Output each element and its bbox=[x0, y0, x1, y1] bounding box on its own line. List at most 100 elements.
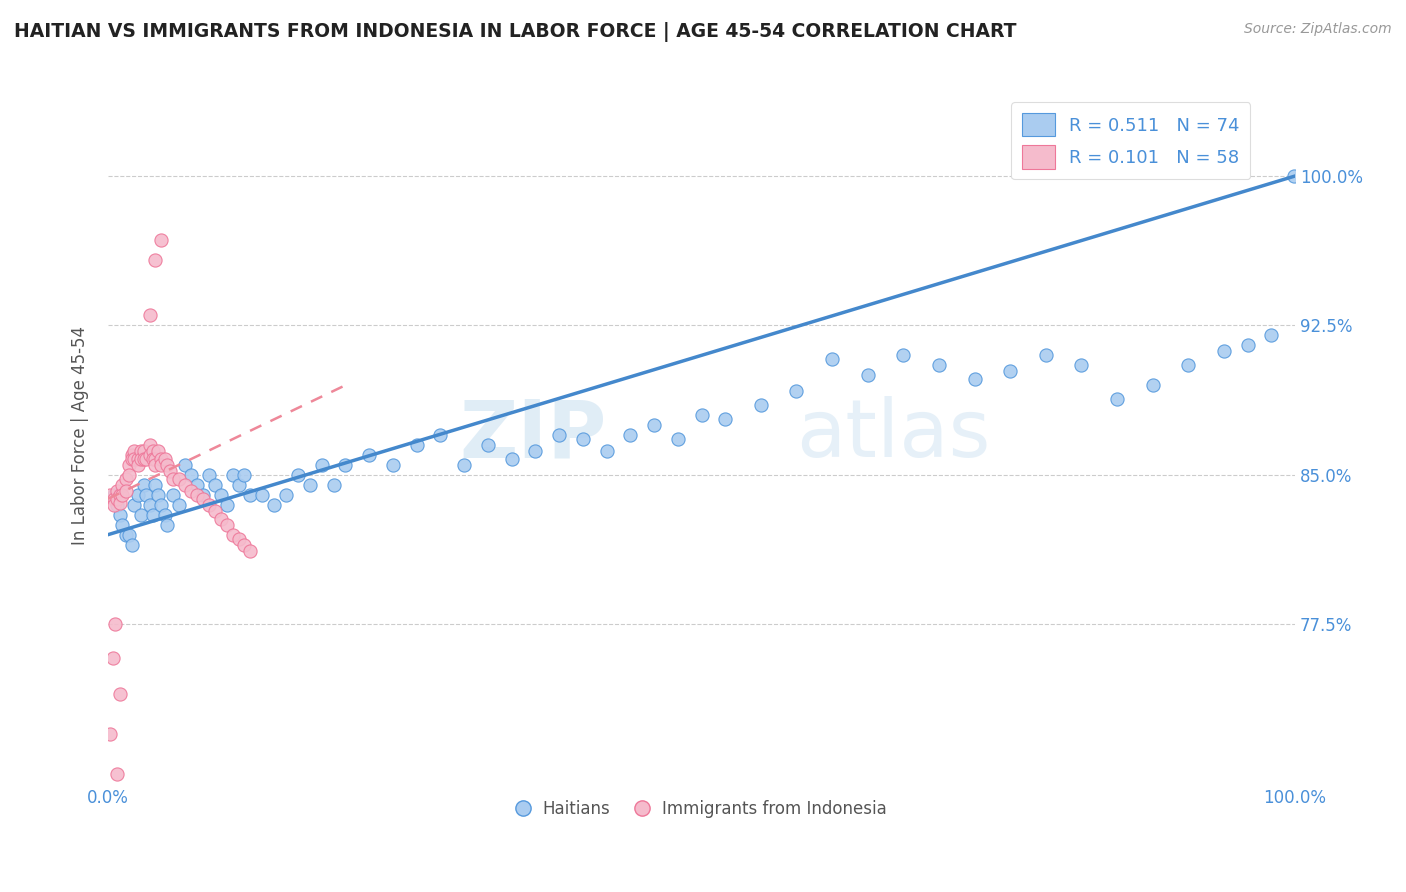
Point bbox=[501, 452, 523, 467]
Point bbox=[690, 408, 713, 422]
Point bbox=[142, 444, 165, 458]
Point bbox=[129, 444, 152, 458]
Point bbox=[101, 651, 124, 665]
Point bbox=[666, 432, 689, 446]
Point bbox=[132, 478, 155, 492]
Point bbox=[103, 498, 125, 512]
Point bbox=[239, 488, 262, 502]
Point bbox=[153, 452, 176, 467]
Point bbox=[162, 472, 184, 486]
Point bbox=[228, 532, 250, 546]
Point bbox=[108, 496, 131, 510]
Point bbox=[132, 452, 155, 467]
Point bbox=[121, 448, 143, 462]
Point bbox=[191, 491, 214, 506]
Point bbox=[198, 498, 221, 512]
Point bbox=[150, 233, 173, 247]
Point bbox=[103, 491, 125, 506]
Point bbox=[209, 488, 232, 502]
Point bbox=[215, 517, 238, 532]
Point bbox=[198, 467, 221, 482]
Point bbox=[1070, 359, 1092, 373]
Point bbox=[114, 472, 136, 486]
Point bbox=[186, 488, 208, 502]
Point bbox=[167, 498, 190, 512]
Point bbox=[221, 467, 243, 482]
Point bbox=[107, 491, 129, 506]
Point bbox=[167, 472, 190, 486]
Point bbox=[135, 452, 157, 467]
Point bbox=[749, 398, 772, 412]
Point bbox=[108, 508, 131, 522]
Point bbox=[548, 428, 571, 442]
Point bbox=[132, 444, 155, 458]
Point bbox=[138, 448, 160, 462]
Point bbox=[233, 538, 256, 552]
Point bbox=[135, 488, 157, 502]
Point bbox=[150, 458, 173, 472]
Point bbox=[153, 508, 176, 522]
Point bbox=[145, 452, 167, 467]
Point bbox=[359, 448, 381, 462]
Point bbox=[174, 478, 197, 492]
Point bbox=[891, 348, 914, 362]
Point bbox=[856, 368, 879, 383]
Point bbox=[1105, 392, 1128, 407]
Point bbox=[118, 527, 141, 541]
Point bbox=[150, 498, 173, 512]
Point bbox=[311, 458, 333, 472]
Point bbox=[381, 458, 404, 472]
Point bbox=[180, 467, 202, 482]
Point bbox=[477, 438, 499, 452]
Point bbox=[453, 458, 475, 472]
Point bbox=[287, 467, 309, 482]
Point bbox=[1142, 378, 1164, 392]
Point bbox=[252, 488, 274, 502]
Point bbox=[138, 498, 160, 512]
Point bbox=[191, 488, 214, 502]
Point bbox=[129, 452, 152, 467]
Point bbox=[145, 458, 167, 472]
Point bbox=[103, 488, 125, 502]
Point bbox=[204, 504, 226, 518]
Point bbox=[322, 478, 344, 492]
Point bbox=[122, 498, 145, 512]
Point bbox=[127, 458, 149, 472]
Point bbox=[1260, 328, 1282, 343]
Point bbox=[572, 432, 595, 446]
Point bbox=[107, 483, 129, 498]
Point bbox=[204, 478, 226, 492]
Point bbox=[186, 478, 208, 492]
Point bbox=[138, 309, 160, 323]
Point bbox=[121, 452, 143, 467]
Point bbox=[524, 444, 547, 458]
Point bbox=[174, 458, 197, 472]
Point bbox=[928, 359, 950, 373]
Point bbox=[1212, 344, 1234, 359]
Point bbox=[1035, 348, 1057, 362]
Point bbox=[274, 488, 297, 502]
Y-axis label: In Labor Force | Age 45-54: In Labor Force | Age 45-54 bbox=[72, 326, 89, 544]
Point bbox=[122, 452, 145, 467]
Text: atlas: atlas bbox=[796, 396, 991, 474]
Point bbox=[121, 538, 143, 552]
Point bbox=[138, 438, 160, 452]
Point bbox=[114, 527, 136, 541]
Point bbox=[215, 498, 238, 512]
Point bbox=[129, 508, 152, 522]
Point bbox=[162, 488, 184, 502]
Point bbox=[104, 617, 127, 632]
Point bbox=[118, 467, 141, 482]
Point bbox=[150, 452, 173, 467]
Point bbox=[233, 467, 256, 482]
Point bbox=[963, 372, 986, 386]
Point bbox=[785, 384, 807, 399]
Point bbox=[107, 766, 129, 780]
Point bbox=[145, 478, 167, 492]
Point bbox=[159, 464, 181, 478]
Point bbox=[107, 498, 129, 512]
Point bbox=[146, 444, 169, 458]
Point bbox=[127, 488, 149, 502]
Point bbox=[146, 488, 169, 502]
Point bbox=[643, 418, 665, 433]
